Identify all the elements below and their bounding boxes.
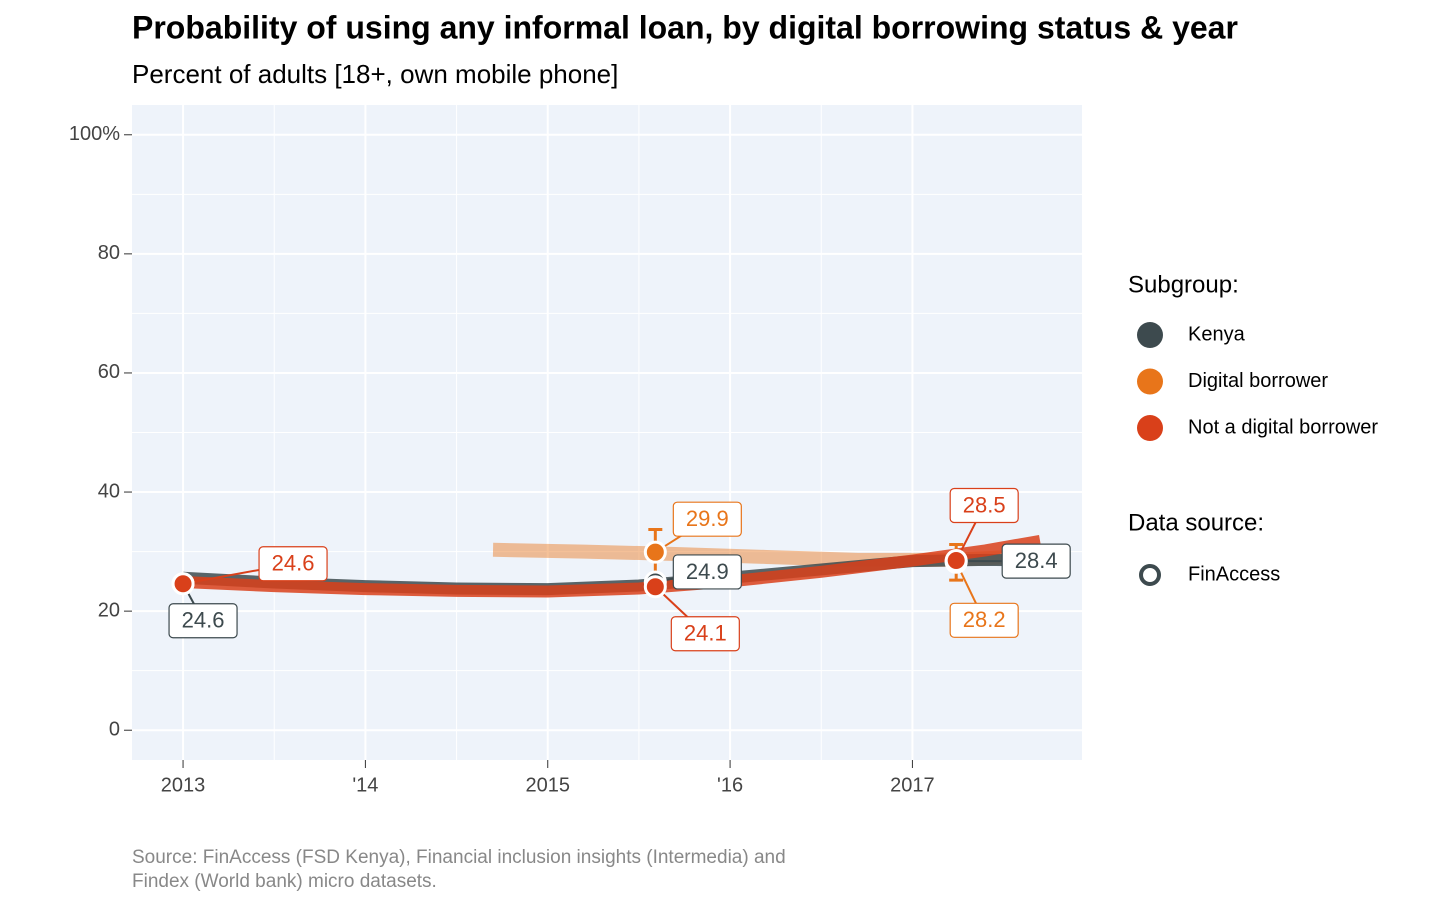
value-label-box xyxy=(949,487,1019,524)
value-label: 24.9 xyxy=(686,559,729,584)
value-label-box xyxy=(672,501,742,537)
value-label-box xyxy=(258,546,328,582)
data-point xyxy=(643,575,667,599)
y-tick-label: 80 xyxy=(98,242,120,264)
x-tick-label: 2013 xyxy=(161,774,206,796)
value-label: 24.6 xyxy=(182,608,225,633)
chart-subtitle: Percent of adults [18+, own mobile phone… xyxy=(132,59,618,89)
data-point xyxy=(171,572,195,596)
value-label: 28.2 xyxy=(963,607,1006,632)
value-label-box xyxy=(168,603,238,639)
caption: Findex (World bank) micro datasets. xyxy=(132,871,437,892)
legend-title: Subgroup: xyxy=(1128,271,1239,298)
value-label-box xyxy=(949,602,1019,638)
value-label-box xyxy=(672,554,742,590)
value-label: 24.1 xyxy=(684,621,727,646)
trend-line xyxy=(182,534,1042,598)
legend-symbol xyxy=(1137,415,1163,441)
x-tick-label: '16 xyxy=(717,774,743,796)
value-label-box xyxy=(1001,543,1071,579)
legend-title: Data source: xyxy=(1128,509,1264,536)
value-label: 24.6 xyxy=(272,551,315,576)
y-tick-label: 0 xyxy=(109,719,120,741)
y-tick-label: 100% xyxy=(69,123,120,145)
x-tick-label: '14 xyxy=(352,774,378,796)
x-tick-label: 2015 xyxy=(525,774,570,796)
legend-symbol xyxy=(1137,322,1163,348)
caption: Source: FinAccess (FSD Kenya), Financial… xyxy=(132,847,786,868)
legend-label: Kenya xyxy=(1188,323,1246,345)
legend-label: Digital borrower xyxy=(1188,370,1328,392)
y-tick-label: 40 xyxy=(98,480,120,502)
data-point xyxy=(643,540,667,564)
value-label: 28.4 xyxy=(1015,548,1058,573)
value-label-box xyxy=(670,616,740,652)
x-tick-label: 2017 xyxy=(890,774,935,796)
legend-label: Not a digital borrower xyxy=(1188,416,1378,438)
data-point xyxy=(944,549,968,573)
value-label: 28.5 xyxy=(963,492,1006,517)
legend-symbol xyxy=(1137,368,1163,395)
legend-symbol xyxy=(1139,564,1161,586)
legend-label: FinAccess xyxy=(1188,563,1280,585)
y-tick-label: 60 xyxy=(98,361,120,383)
value-label: 29.9 xyxy=(686,506,729,531)
chart-title: Probability of using any informal loan, … xyxy=(132,9,1238,45)
y-tick-label: 20 xyxy=(98,599,120,621)
